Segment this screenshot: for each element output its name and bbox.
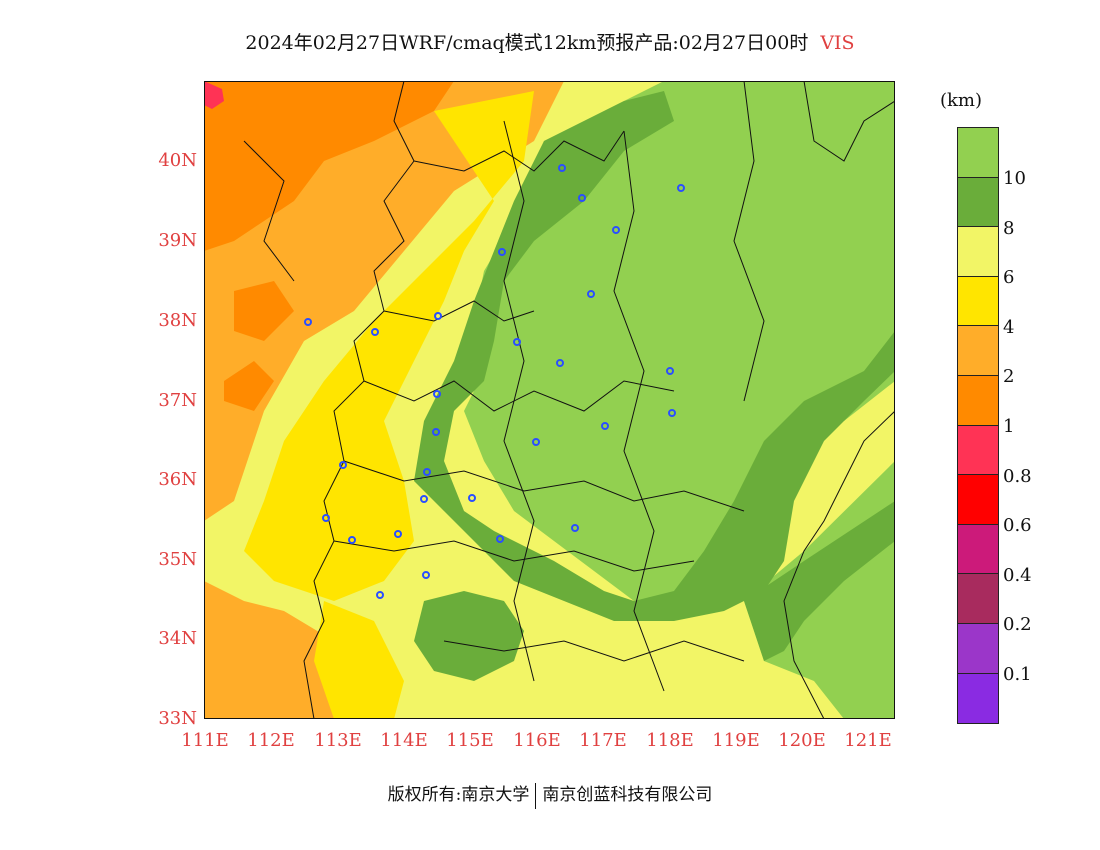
legend-swatch [958,673,998,724]
legend-swatch [958,475,998,525]
station-marker [496,535,504,543]
copyright-right: 南京创蓝科技有限公司 [542,785,713,805]
legend-swatch [958,128,998,178]
legend-swatch [958,425,998,476]
station-marker [339,461,347,469]
vis-zone-10plus [464,81,895,719]
legend-label: 0.2 [1003,614,1032,636]
lon-label-114e: 114E [380,730,428,751]
lon-label-118e: 118E [646,730,694,751]
station-marker [571,524,579,532]
vis-zone-8-10 [414,91,895,681]
lat-label-40n: 40N [158,150,197,171]
station-marker [304,318,312,326]
station-marker [423,468,431,476]
legend-swatch [958,227,998,277]
station-marker [371,328,379,336]
legend-swatch [958,375,998,426]
station-marker [532,438,540,446]
legend-swatch [958,326,998,376]
lon-label-117e: 117E [579,730,627,751]
legend-label: 4 [1003,316,1015,338]
visibility-map [204,81,895,719]
lon-label-120e: 120E [778,730,826,751]
vis-zone-4-6 [244,91,534,719]
legend-swatch [958,574,998,624]
lon-label-111e: 111E [181,730,229,751]
station-marker [434,312,442,320]
station-marker [432,428,440,436]
color-legend [957,127,999,725]
lat-label-39n: 39N [158,230,197,251]
station-marker [612,226,620,234]
lat-label-36n: 36N [158,469,197,490]
boundary-lines [243,81,895,719]
station-marker [422,571,430,579]
legend-label: 0.8 [1003,465,1032,487]
lon-label-112e: 112E [247,730,295,751]
vis-zone-2-4-west [204,81,564,719]
lon-label-113e: 113E [314,730,362,751]
legend-label: 1 [1003,416,1015,437]
station-marker [587,290,595,298]
station-marker [578,194,586,202]
station-marker [666,367,674,375]
legend-label: 0.4 [1003,564,1032,586]
lat-label-34n: 34N [158,628,197,649]
footer-divider [535,782,537,809]
map-frame [204,81,895,719]
lon-label-115e: 115E [446,730,494,751]
station-marker [420,495,428,503]
station-markers [304,164,685,599]
legend-swatch [958,276,998,327]
station-marker [668,409,676,417]
station-marker [498,248,506,256]
legend-label: 10 [1003,168,1026,189]
lat-label-33n: 33N [158,708,197,729]
station-marker [394,530,402,538]
title-text: 2024年02月27日WRF/cmaq模式12km预报产品:02月27日00时 [245,32,809,54]
station-marker [348,536,356,544]
map-title: 2024年02月27日WRF/cmaq模式12km预报产品:02月27日00时 V… [0,28,1100,55]
legend-unit: (km) [940,90,983,111]
lon-label-116e: 116E [513,730,561,751]
legend-label: 8 [1003,217,1015,239]
legend-swatch [958,177,998,228]
station-marker [433,390,441,398]
station-marker [601,422,609,430]
legend-label: 0.1 [1003,664,1032,685]
legend-swatch [958,524,998,575]
lat-label-38n: 38N [158,310,197,331]
station-marker [322,514,330,522]
station-marker [558,164,566,172]
lat-label-35n: 35N [158,549,197,570]
vis-zone-0.8-1 [204,81,224,109]
station-marker [376,591,384,599]
copyright-left: 版权所有:南京大学 [387,785,530,805]
legend-label: 0.6 [1003,515,1032,537]
variable-label: VIS [820,32,855,54]
station-marker [677,184,685,192]
lat-label-37n: 37N [158,390,197,411]
station-marker [468,494,476,502]
legend-swatch [958,623,998,674]
copyright-footer: 版权所有:南京大学 南京创蓝科技有限公司 [0,780,1100,809]
lon-label-121e: 121E [844,730,892,751]
lon-label-119e: 119E [712,730,760,751]
station-marker [513,338,521,346]
station-marker [556,359,564,367]
legend-label: 6 [1003,267,1015,289]
legend-label: 2 [1003,366,1015,388]
